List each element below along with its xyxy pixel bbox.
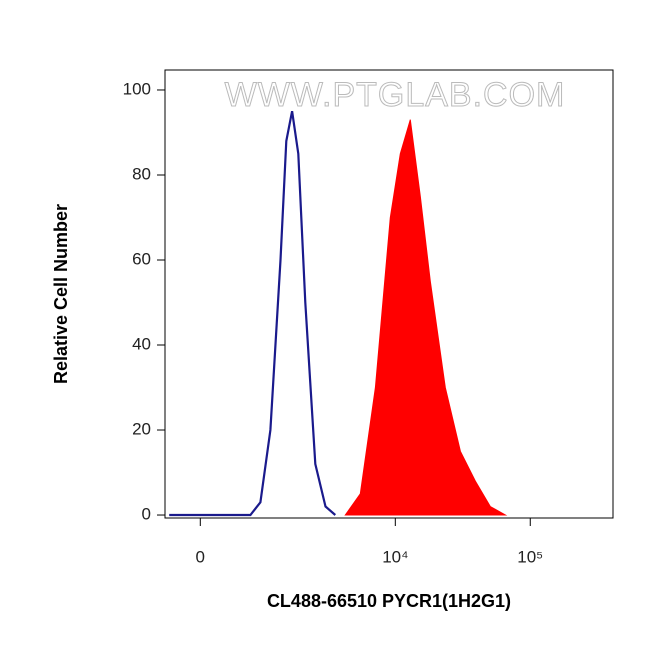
y-tick-label: 100: [123, 79, 151, 98]
x-tick-label: 0: [196, 547, 205, 566]
x-axis-title: CL488-66510 PYCR1(1H2G1): [267, 591, 511, 611]
plot-frame: [164, 69, 614, 519]
histogram-line: [169, 110, 337, 517]
y-tick-label: 20: [132, 419, 151, 438]
y-tick-label: 40: [132, 334, 151, 353]
x-tick-label: 10⁵: [517, 547, 543, 566]
y-axis-title: Relative Cell Number: [51, 204, 71, 384]
y-tick-label: 60: [132, 249, 151, 268]
x-tick-label: 10⁴: [382, 547, 408, 566]
histogram-area: [344, 119, 508, 516]
y-tick-label: 80: [132, 164, 151, 183]
watermark: WWW.PTGLAB.COM: [225, 76, 566, 114]
y-tick-label: 0: [142, 505, 151, 524]
